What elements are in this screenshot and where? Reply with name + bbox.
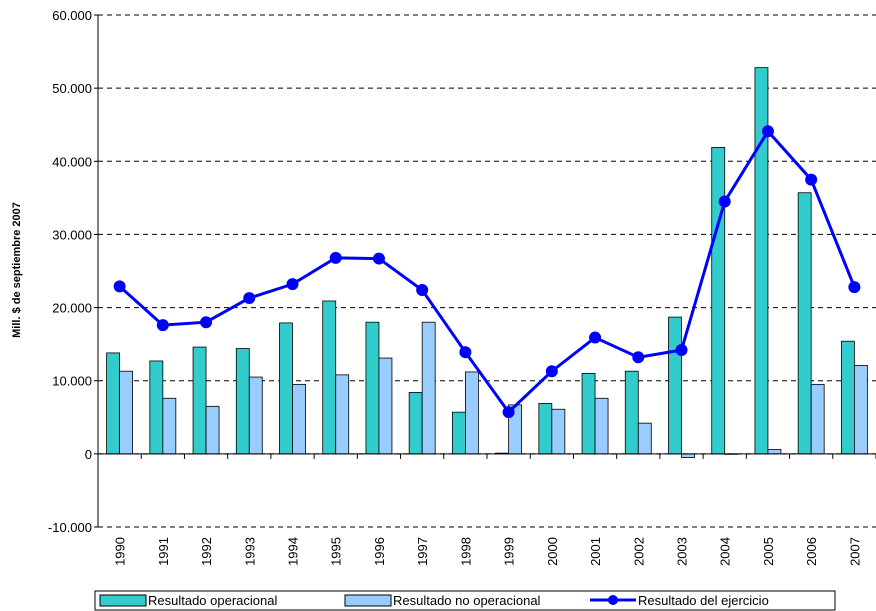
y-tick-label: 30.000 (52, 227, 92, 242)
line-marker (372, 252, 385, 265)
bar (162, 397, 177, 455)
line-marker (848, 281, 861, 294)
x-tick-label: 2006 (804, 537, 819, 566)
x-tick-label: 2002 (631, 537, 646, 566)
bar (408, 392, 423, 455)
y-tick-label: 20.000 (52, 301, 92, 316)
bar (451, 411, 466, 455)
line (118, 128, 856, 415)
bar (711, 146, 726, 455)
x-tick-label: 1990 (113, 537, 128, 566)
bar (119, 370, 134, 455)
line-marker (243, 292, 256, 305)
line-marker (589, 331, 602, 344)
line-marker (200, 316, 213, 329)
x-tick-label: 1991 (156, 537, 171, 566)
line-marker (805, 173, 818, 186)
bar (205, 405, 220, 455)
bar (538, 402, 553, 455)
bar (378, 357, 393, 455)
bar (853, 364, 868, 455)
legend-swatch (344, 594, 392, 607)
line-marker (502, 406, 515, 419)
y-tick-label: 60.000 (52, 8, 92, 23)
legend-box (94, 590, 836, 611)
legend-swatch (99, 594, 147, 607)
x-tick-label: 1995 (329, 537, 344, 566)
x-tick-label: 2004 (718, 537, 733, 566)
bar (624, 370, 639, 455)
x-tick-label: 1997 (415, 537, 430, 566)
bar (840, 340, 855, 455)
x-tick-label: 1996 (372, 537, 387, 566)
legend-label: Resultado no operacional (393, 593, 541, 608)
line-marker (761, 125, 774, 138)
bar (551, 408, 566, 455)
bar (248, 376, 263, 455)
y-tick-label: 50.000 (52, 81, 92, 96)
y-tick-label: 0 (85, 447, 92, 462)
x-tick-label: 2005 (761, 537, 776, 566)
bar (192, 346, 207, 455)
y-tick-label: 40.000 (52, 154, 92, 169)
bar (681, 453, 695, 458)
line-marker (113, 280, 126, 293)
y-tick-label: -10.000 (48, 520, 92, 535)
line-marker (416, 284, 429, 297)
legend-label: Resultado operacional (148, 593, 277, 608)
bar (637, 422, 652, 455)
line-marker (675, 343, 688, 356)
bar (365, 321, 380, 455)
x-tick-label: 1993 (242, 537, 257, 566)
bar (279, 322, 293, 455)
x-tick-label: 1994 (286, 537, 301, 566)
bar (581, 372, 596, 455)
x-tick-label: 2003 (675, 537, 690, 566)
bar (292, 383, 306, 455)
bar (335, 374, 350, 455)
x-tick-label: 1998 (458, 537, 473, 566)
x-tick-label: 2007 (847, 537, 862, 566)
bar (235, 348, 250, 455)
bar (668, 316, 682, 455)
line-marker (286, 278, 299, 291)
line-marker (718, 195, 731, 208)
bar (810, 383, 825, 455)
bar (464, 371, 479, 455)
bar (754, 67, 769, 455)
bar (767, 449, 782, 455)
bar (594, 397, 609, 455)
y-axis-title: Mill. $ de septiembre 2007 (11, 202, 23, 338)
legend: Resultado operacional Resultado no operac… (94, 590, 836, 611)
line-marker (329, 251, 342, 264)
x-tick-label: 2000 (545, 537, 560, 566)
line-marker (545, 365, 558, 378)
x-tick-label: 1999 (502, 537, 517, 566)
bar (421, 321, 436, 455)
bar (106, 352, 121, 455)
line-marker (156, 319, 169, 332)
legend-label: Resultado del ejercicio (638, 593, 769, 608)
bar (797, 192, 812, 455)
bar (322, 300, 337, 455)
x-tick-label: 1992 (199, 537, 214, 566)
bar (149, 360, 164, 455)
x-tick-label: 2001 (588, 537, 603, 566)
y-tick-label: 10.000 (52, 374, 92, 389)
line-marker (459, 346, 472, 359)
legend-marker (608, 595, 618, 605)
line-marker (632, 351, 645, 364)
